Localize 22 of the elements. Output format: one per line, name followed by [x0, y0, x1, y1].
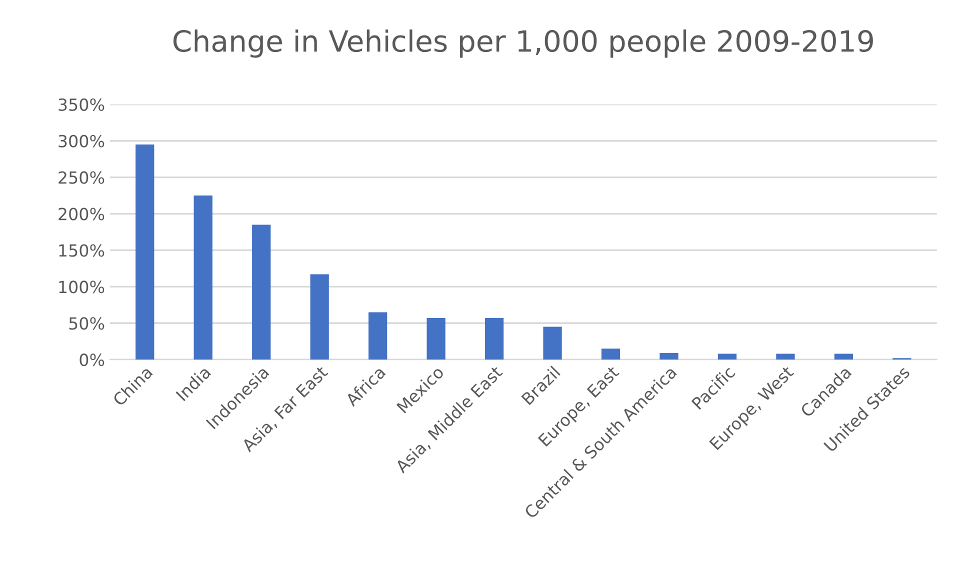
bar: [484, 318, 504, 360]
y-tick-label: 250%: [58, 171, 104, 184]
bar: [718, 354, 737, 360]
y-tick-label: 0%: [80, 354, 104, 366]
y-tick-label: 300%: [58, 134, 104, 148]
y-tick-label: 200%: [58, 208, 104, 220]
y-tick-label: 150%: [59, 244, 104, 257]
bar: [660, 353, 678, 360]
bar: [543, 326, 562, 360]
bar: [136, 144, 154, 360]
chart-title: Change in Vehicles per 1,000 people 2009-2019: [173, 29, 873, 58]
bar: [834, 354, 854, 360]
y-tick-label: 50%: [69, 317, 104, 330]
y-tick-label: 350%: [58, 98, 104, 111]
bar: [194, 196, 212, 360]
bar: [426, 318, 446, 360]
bar: [601, 348, 620, 360]
bar: [252, 224, 271, 360]
bar: [368, 312, 388, 360]
bar: [310, 274, 329, 360]
y-tick-label: 100%: [59, 280, 104, 294]
bar: [776, 354, 795, 360]
